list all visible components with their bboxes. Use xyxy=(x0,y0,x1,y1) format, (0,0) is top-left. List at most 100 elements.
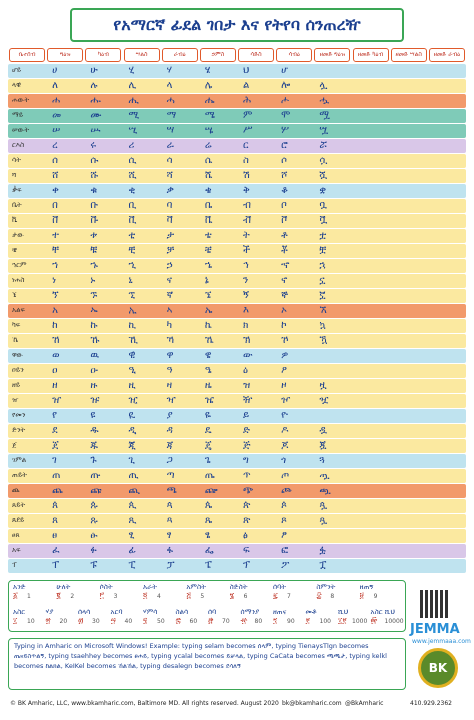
number-numeral: ፷ xyxy=(175,616,182,625)
row-label: ነሐስ xyxy=(12,276,25,285)
fidel: ሔ xyxy=(204,95,215,107)
fidel: ጻ xyxy=(166,515,173,527)
row-label: ጨ xyxy=(12,486,20,495)
fidel: ጮ xyxy=(281,485,292,497)
row-label: ቃፍ xyxy=(12,186,22,195)
row-label: ድንት xyxy=(12,426,26,435)
fidel: ዉ xyxy=(90,350,99,362)
fidel: ጌ xyxy=(204,455,211,467)
fidel: ዖ xyxy=(281,365,288,377)
fidel: ላ xyxy=(166,80,173,92)
fidel: ሣ xyxy=(166,125,175,137)
fidel: ሠ xyxy=(52,125,61,137)
fidel: ጋ xyxy=(166,455,173,467)
copyright: © BK Amharic, LLC, www.bkamharic.com, Ba… xyxy=(10,700,279,707)
row-band xyxy=(8,259,466,273)
row-band xyxy=(8,424,466,438)
row-band xyxy=(8,304,466,318)
number-numeral: ፼ xyxy=(370,616,378,625)
column-header: ኃምስ xyxy=(199,48,236,62)
fidel: ኧ xyxy=(319,305,327,317)
fidel: ሯ xyxy=(319,140,327,152)
fidel: ዔ xyxy=(204,365,212,377)
row-label: ኀርም xyxy=(12,261,27,270)
column-header: ሣልስ xyxy=(123,48,160,62)
row-label: ላዊ xyxy=(12,81,21,90)
fidel: ቀ xyxy=(52,185,59,197)
row-label: የመን xyxy=(12,411,26,420)
fidel: ጸ xyxy=(52,515,59,527)
fidel: ኚ xyxy=(128,290,136,302)
number-numeral: ፰ xyxy=(316,591,322,600)
row-label: ጀ xyxy=(12,441,17,450)
number-digit: 5 xyxy=(200,593,205,600)
fidel: ጃ xyxy=(166,440,174,452)
fidel: ጣ xyxy=(166,470,175,482)
number-numeral: ፺ xyxy=(273,616,278,625)
fidel: ጨ xyxy=(52,485,63,497)
fidel: ኅ xyxy=(243,260,249,272)
number-numeral: ፵ xyxy=(110,616,117,625)
fidel: ኻ xyxy=(166,335,175,347)
fidel: ፂ xyxy=(128,530,135,542)
number-numeral: ፬ xyxy=(143,591,148,600)
fidel: ኒ xyxy=(128,275,133,287)
fidel: ቾ xyxy=(281,245,288,257)
number-digit: 6 xyxy=(243,593,248,600)
row-band xyxy=(8,229,466,243)
fidel: ኪ xyxy=(128,320,137,332)
fidel: ኣ xyxy=(166,305,173,317)
number-word: አራት xyxy=(143,583,157,591)
fidel: ዛ xyxy=(166,380,173,392)
number-numeral: ፲፻ xyxy=(338,616,347,625)
fidel: ፉ xyxy=(90,545,97,557)
fidel: ጯ xyxy=(319,485,331,497)
row-band xyxy=(8,244,466,258)
number-digit: 60 xyxy=(189,618,198,625)
row-label: ቼ xyxy=(12,246,17,255)
row-band xyxy=(8,79,466,93)
fidel: ቃ xyxy=(166,185,174,197)
number-numeral: ፪ xyxy=(56,591,61,600)
fidel: ብ xyxy=(243,200,251,212)
fidel: ዢ xyxy=(128,395,138,407)
number-word: ሃያ xyxy=(45,608,54,616)
fidel: ፏ xyxy=(319,545,326,557)
fidel: ቲ xyxy=(128,230,136,242)
fidel: ሮ xyxy=(281,140,288,152)
fidel: ሄ xyxy=(204,65,211,77)
fidel: ን xyxy=(243,275,249,287)
column-header: ዘመድ ግዕዝ xyxy=(314,48,351,62)
fidel: ነ xyxy=(52,275,57,287)
number-digit: 4 xyxy=(157,593,161,600)
row-label: ማይ xyxy=(12,111,24,120)
fidel: ባ xyxy=(166,200,173,212)
fidel: ኤ xyxy=(204,305,213,317)
fidel: ጪ xyxy=(128,485,140,497)
row-label: ቤት xyxy=(12,201,22,210)
row-label: ሳት xyxy=(12,156,21,165)
fidel: ሤ xyxy=(204,125,214,137)
column-header: ግዕዝ xyxy=(47,48,84,62)
number-digit: 3 xyxy=(113,593,118,600)
fidel: ጩ xyxy=(90,485,102,497)
fidel: ዘ xyxy=(52,380,58,392)
fidel: ሁ xyxy=(90,65,98,77)
number-numeral: ፴ xyxy=(78,616,84,625)
column-header: ዘመድ ሣልስ xyxy=(390,48,427,62)
fidel: ኗ xyxy=(319,275,326,287)
fidel: ሀ xyxy=(52,65,58,77)
fidel: ኑ xyxy=(90,275,96,287)
row-band xyxy=(8,544,466,558)
row-band xyxy=(8,334,466,348)
qr-code xyxy=(420,590,448,618)
number-word: መቶ xyxy=(305,608,317,616)
number-digit: 1 xyxy=(27,593,31,600)
fidel: ሩ xyxy=(90,140,97,152)
fidel: ቦ xyxy=(281,200,287,212)
number-numeral: ፹ xyxy=(240,616,248,625)
row-band xyxy=(8,214,466,228)
row-band xyxy=(8,289,466,303)
fidel: ቯ xyxy=(319,215,328,227)
